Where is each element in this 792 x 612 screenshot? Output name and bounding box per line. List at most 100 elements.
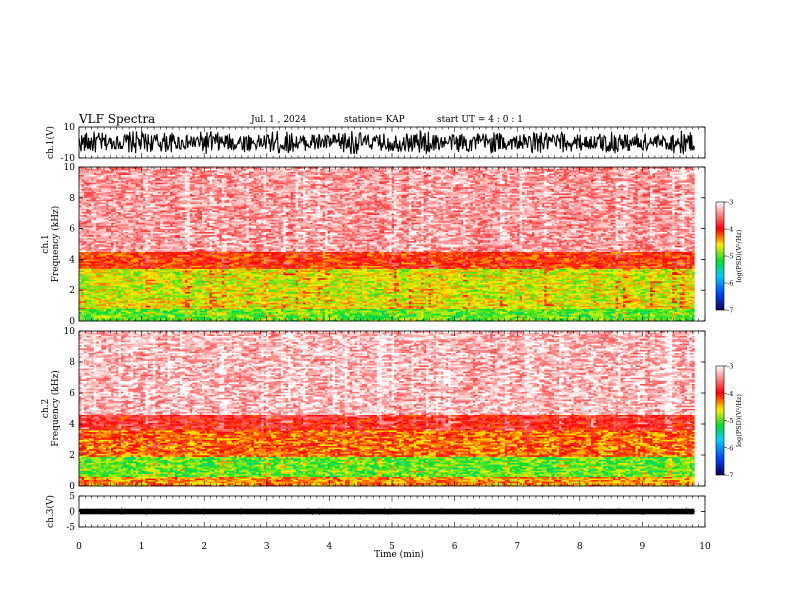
spectrogram-cell xyxy=(184,308,191,311)
spectrogram-cell xyxy=(460,305,464,308)
spectrogram-cell xyxy=(531,299,545,302)
spectrogram-cell xyxy=(546,317,550,320)
spectrogram-cell xyxy=(492,313,496,316)
spectrogram-cell xyxy=(332,294,336,297)
spectrogram-cell xyxy=(79,299,85,302)
spectrogram-cell xyxy=(398,300,402,303)
spectrogram-cell xyxy=(504,311,508,314)
spectrogram-cell xyxy=(517,304,525,306)
spectrogram-cell xyxy=(524,308,530,311)
spectrogram-cell xyxy=(635,308,639,311)
spectrogram-cell xyxy=(278,307,282,309)
spectrogram-cell xyxy=(384,300,387,303)
spectrogram-cell xyxy=(667,317,671,320)
spectrogram-cell xyxy=(391,297,395,300)
spectrogram-cell xyxy=(138,316,141,319)
spectrogram-cell xyxy=(600,314,604,317)
spectrogram-cell xyxy=(662,310,666,313)
spectrogram-cell xyxy=(81,304,85,306)
spectrogram-cell xyxy=(241,313,255,316)
spectrogram-cell xyxy=(138,307,141,309)
spectrogram-cell xyxy=(652,297,658,300)
spectrogram-cell xyxy=(416,319,424,322)
spectrogram-cell xyxy=(189,308,193,311)
spectrogram-cell xyxy=(280,297,287,300)
spectrogram-cell xyxy=(472,296,479,299)
spectrogram-cell xyxy=(243,294,247,297)
spectrogram-cell xyxy=(214,308,218,311)
spectrogram-cell xyxy=(140,313,144,316)
spectrogram-cell xyxy=(278,302,282,305)
spectrogram-cell xyxy=(438,300,442,303)
spectrogram-cell xyxy=(315,308,319,311)
spectrogram-cell xyxy=(175,319,178,322)
spectrogram-cell xyxy=(657,311,663,314)
spectrogram-cell xyxy=(111,300,114,303)
spectrogram-cell xyxy=(133,307,136,309)
spectrogram-cell xyxy=(430,296,434,299)
spectrogram-cell xyxy=(625,313,629,316)
spectrogram-cell xyxy=(170,308,173,311)
spectrogram-cell xyxy=(376,308,380,311)
spectrogram-cell xyxy=(519,299,523,302)
spectrogram-cell xyxy=(642,310,653,313)
spectrogram-cell xyxy=(339,308,343,311)
spectrogram-cell xyxy=(214,310,220,313)
spectrogram-cell xyxy=(300,300,304,303)
spectrogram-cell xyxy=(197,308,203,311)
spectrogram-cell xyxy=(337,307,341,309)
spectrogram-cell xyxy=(268,302,272,305)
spectrogram-cell xyxy=(337,300,341,303)
spectrogram-cell xyxy=(659,300,666,303)
spectrogram-cell xyxy=(334,314,338,317)
spectrogram-cell xyxy=(278,311,284,314)
spectrogram-cell xyxy=(133,299,136,302)
spectrogram-cell xyxy=(359,299,363,302)
spectrogram-cell xyxy=(558,319,562,322)
spectrogram-cell xyxy=(588,317,592,320)
spectrogram-cell xyxy=(603,311,609,314)
spectrogram-cell xyxy=(224,296,230,299)
spectrogram-cell xyxy=(403,310,407,313)
spectrogram-cell xyxy=(615,299,619,302)
spectrogram-cell xyxy=(162,302,171,305)
spectrogram-cell xyxy=(526,299,530,302)
spectrogram-cell xyxy=(243,299,250,302)
spectrogram-cell xyxy=(197,297,203,300)
spectrogram-cell xyxy=(396,314,400,317)
spectrogram-cell xyxy=(204,296,208,299)
spectrogram-cell xyxy=(317,313,323,316)
spectrogram-cell xyxy=(300,299,314,302)
spectrogram-cell xyxy=(536,317,543,320)
spectrogram-cell xyxy=(194,299,200,302)
spectrogram-cell xyxy=(177,319,183,322)
chart-title: VLF Spectra xyxy=(78,112,155,126)
spectrogram-cell xyxy=(322,305,326,308)
spectrogram-cell xyxy=(376,319,380,322)
spectrogram-cell xyxy=(416,297,419,300)
spectrogram-cell xyxy=(462,319,466,322)
spectrogram-cell xyxy=(586,319,594,322)
spectrogram-cell xyxy=(86,311,92,314)
spectrogram-cell xyxy=(455,310,461,313)
spectrogram-cell xyxy=(295,313,299,316)
spectrogram-cell xyxy=(499,305,503,308)
spectrogram-cell xyxy=(138,305,141,308)
spectrogram-cell xyxy=(354,313,363,316)
spectrogram-cell xyxy=(172,297,176,300)
spectrogram-cell xyxy=(138,311,141,314)
spectrogram-cell xyxy=(588,302,594,305)
spectrogram-cell xyxy=(285,310,289,313)
spectrogram-cell xyxy=(369,316,380,319)
spectrogram-cell xyxy=(443,316,447,319)
spectrogram-cell xyxy=(369,302,373,305)
spectrogram-cell xyxy=(563,300,572,303)
spectrogram-cell xyxy=(334,299,343,302)
spectrogram-cell xyxy=(571,300,582,303)
spectrogram-cell xyxy=(194,297,198,300)
spectrogram-cell xyxy=(209,307,213,309)
spectrogram-cell xyxy=(593,313,604,316)
spectrogram-cell xyxy=(669,300,673,303)
spectrogram-cell xyxy=(98,313,102,316)
spectrogram-cell xyxy=(162,294,171,297)
